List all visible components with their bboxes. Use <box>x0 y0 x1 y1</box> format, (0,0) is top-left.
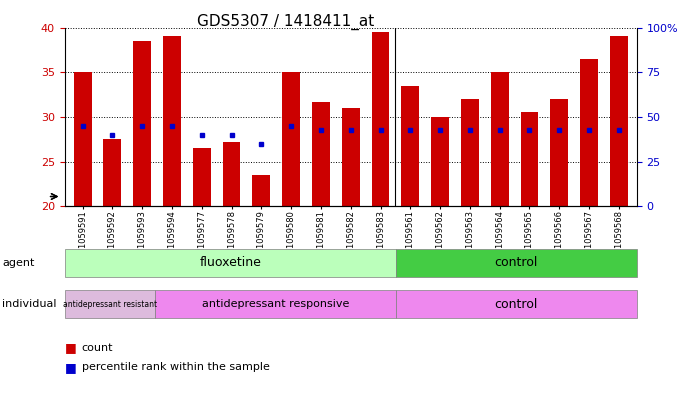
Text: agent: agent <box>2 258 35 268</box>
Bar <box>342 108 360 206</box>
Text: ■: ■ <box>65 361 76 374</box>
Bar <box>431 117 449 206</box>
Text: GDS5307 / 1418411_at: GDS5307 / 1418411_at <box>197 14 375 30</box>
Bar <box>610 37 628 206</box>
Bar <box>163 37 181 206</box>
Text: antidepressant resistant: antidepressant resistant <box>63 300 157 309</box>
Bar <box>396 290 637 318</box>
Bar <box>65 249 396 277</box>
Bar <box>396 249 637 277</box>
Text: ■: ■ <box>65 341 76 354</box>
Bar <box>193 148 210 206</box>
Bar <box>372 32 390 206</box>
Bar <box>74 72 91 206</box>
Bar <box>580 59 598 206</box>
Text: count: count <box>82 343 113 353</box>
Text: control: control <box>494 298 538 311</box>
Bar <box>312 102 330 206</box>
Bar <box>491 72 509 206</box>
Text: percentile rank within the sample: percentile rank within the sample <box>82 362 270 373</box>
Bar <box>133 41 151 206</box>
Text: control: control <box>494 256 538 270</box>
Bar <box>65 290 155 318</box>
Bar <box>401 86 419 206</box>
Bar <box>155 290 396 318</box>
Bar <box>520 112 539 206</box>
Text: fluoxetine: fluoxetine <box>200 256 262 270</box>
Bar <box>550 99 568 206</box>
Text: antidepressant responsive: antidepressant responsive <box>202 299 349 309</box>
Bar <box>282 72 300 206</box>
Bar <box>223 142 240 206</box>
Text: individual: individual <box>2 299 57 309</box>
Bar <box>104 139 121 206</box>
Bar <box>461 99 479 206</box>
Bar <box>253 175 270 206</box>
